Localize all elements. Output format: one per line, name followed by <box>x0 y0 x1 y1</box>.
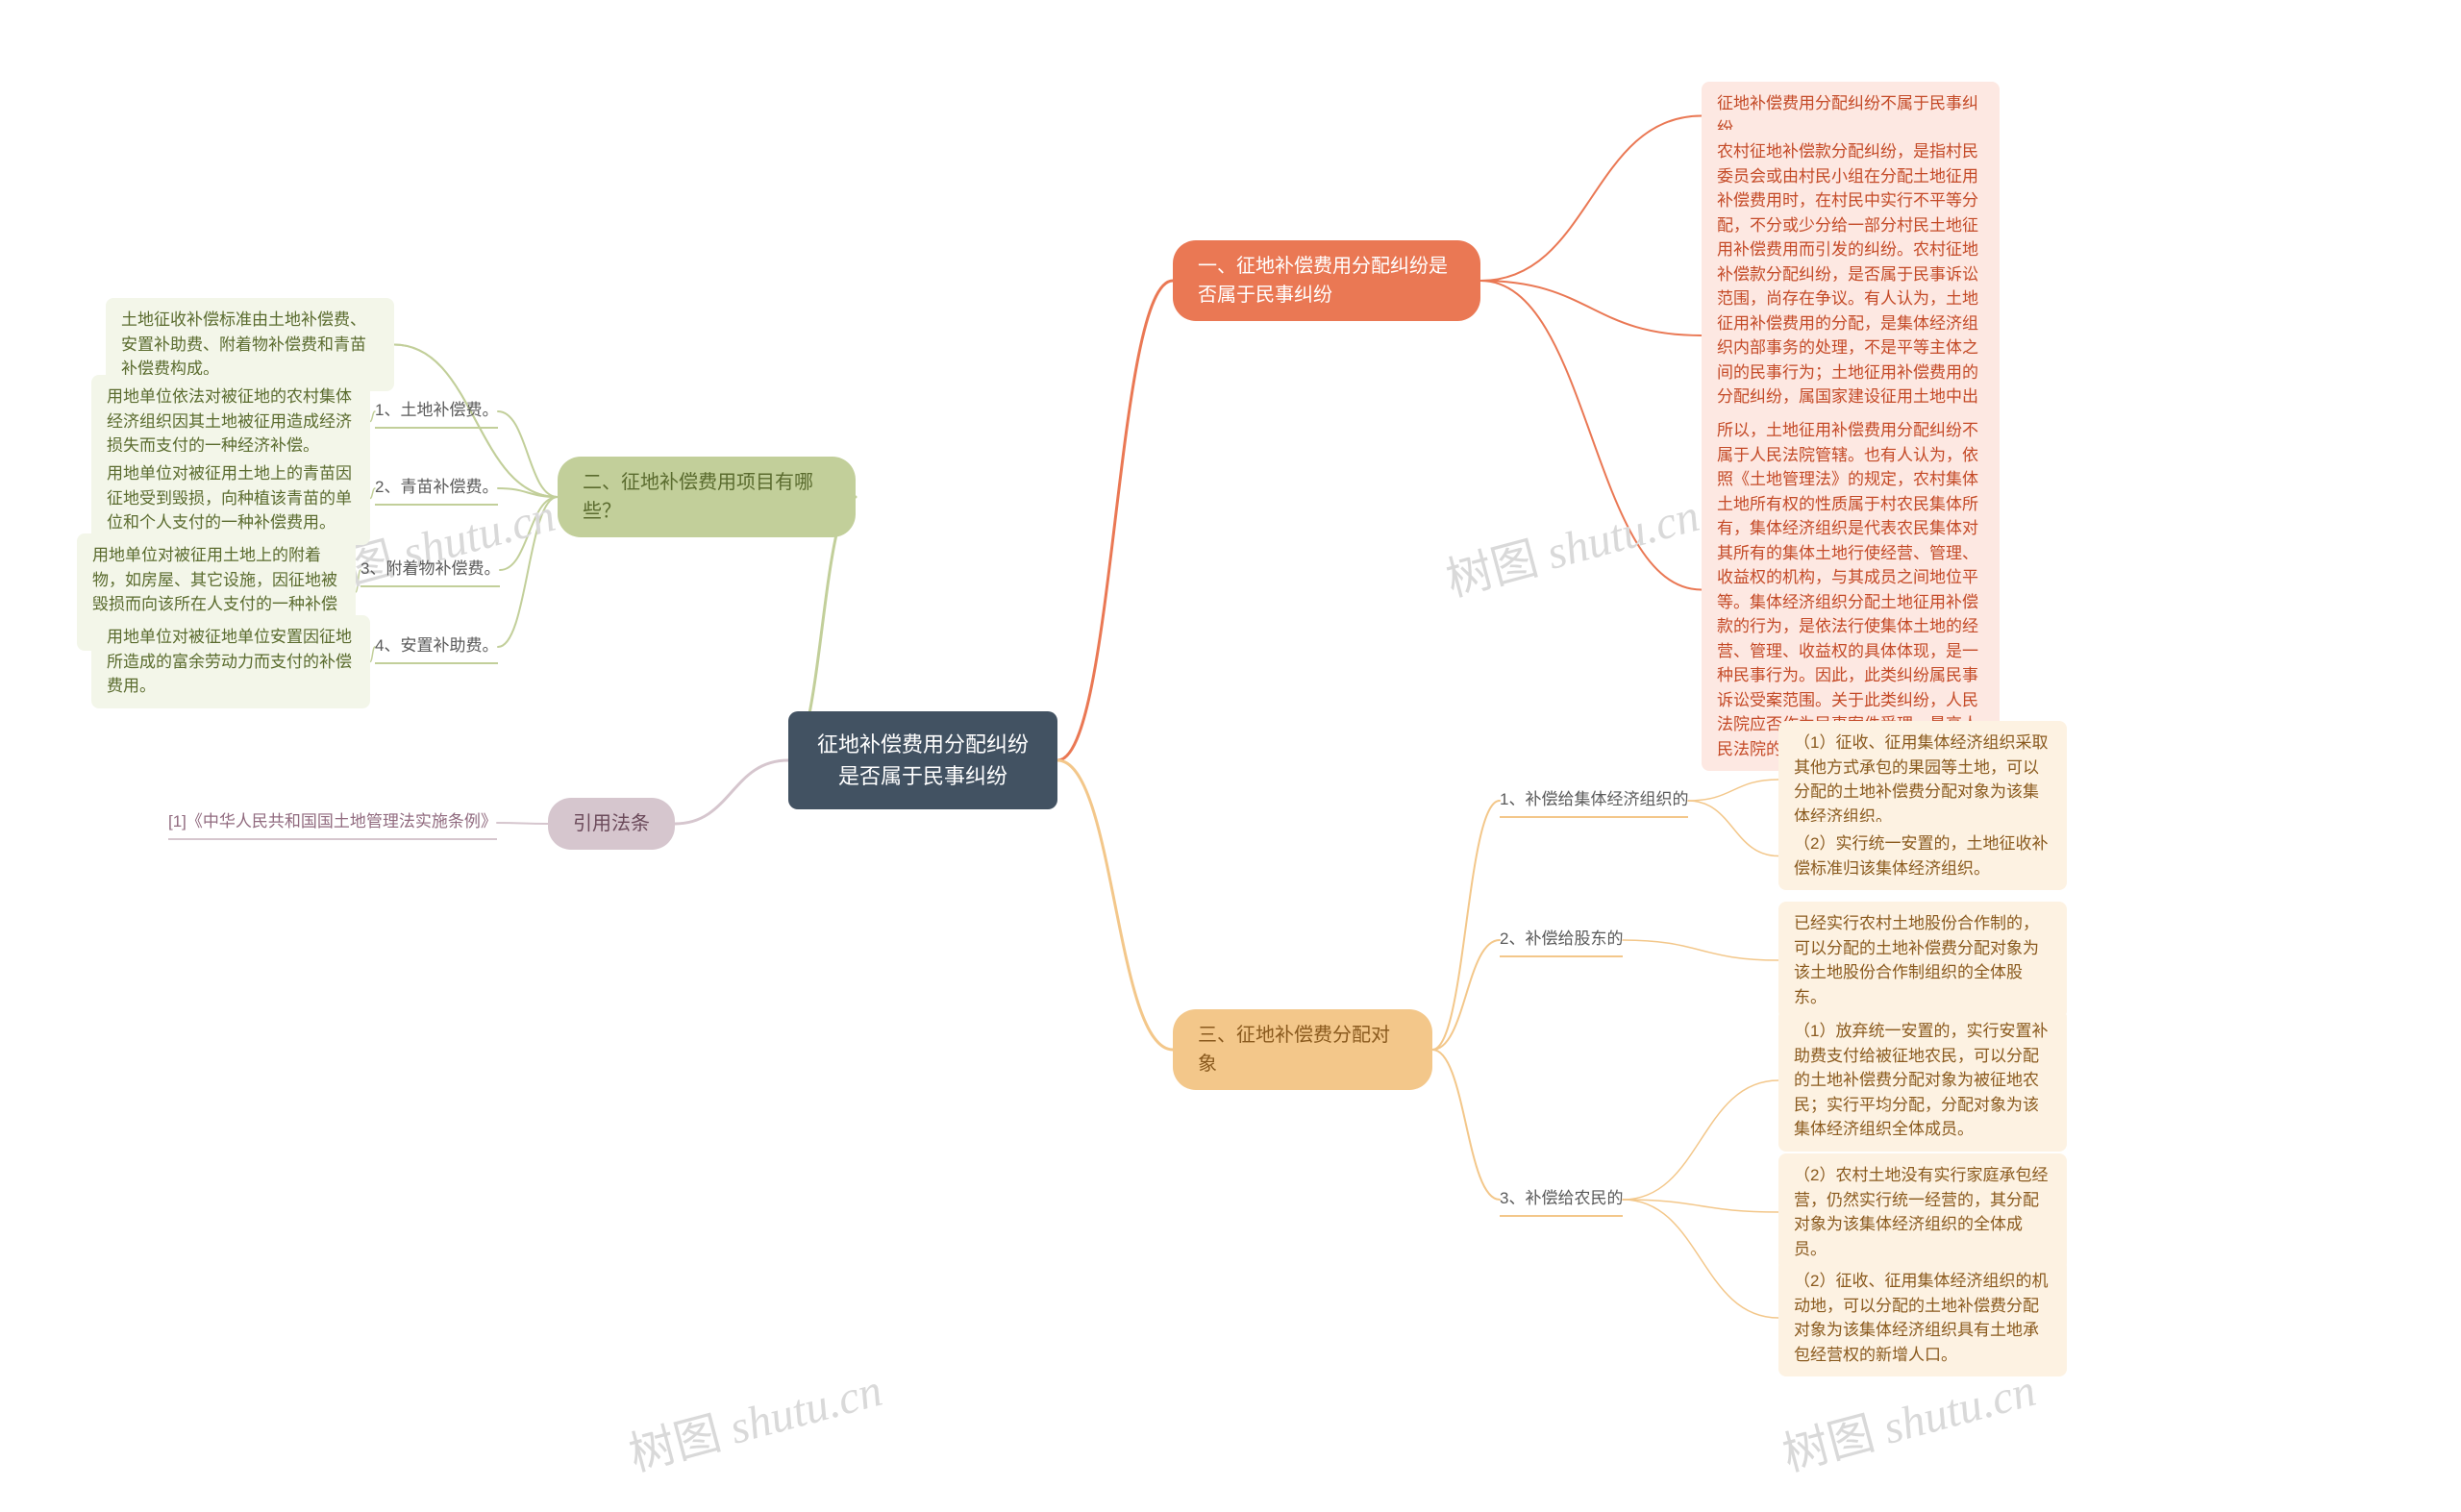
leaf-node: （2）实行统一安置的，土地征收补偿标准归该集体经济组织。 <box>1778 822 2067 890</box>
sub-node[interactable]: [1]《中华人民共和国国土地管理法实施条例》 <box>168 806 497 840</box>
sub-node[interactable]: 3、补偿给农民的 <box>1500 1182 1623 1217</box>
sub-node[interactable]: 4、安置补助费。 <box>375 630 498 664</box>
sub-node[interactable]: 1、补偿给集体经济组织的 <box>1500 783 1688 818</box>
leaf-node: （2）农村土地没有实行家庭承包经营，仍然实行统一经营的，其分配对象为该集体经济组… <box>1778 1153 2067 1271</box>
branch-node[interactable]: 二、征地补偿费用项目有哪些？ <box>558 457 856 537</box>
sub-node[interactable]: 1、土地补偿费。 <box>375 394 498 429</box>
leaf-node: 已经实行农村土地股份合作制的，可以分配的土地补偿费分配对象为该土地股份合作制组织… <box>1778 902 2067 1019</box>
branch-node[interactable]: 引用法条 <box>548 798 675 850</box>
leaf-node: 用地单位对被征用土地上的青苗因征地受到毁损，向种植该青苗的单位和个人支付的一种补… <box>91 452 370 545</box>
leaf-node: （2）征收、征用集体经济组织的机动地，可以分配的土地补偿费分配对象为该集体经济组… <box>1778 1259 2067 1376</box>
leaf-node: 用地单位对被征地单位安置因征地所造成的富余劳动力而支付的补偿费用。 <box>91 615 370 708</box>
sub-node[interactable]: 3、附着物补偿费。 <box>360 553 500 587</box>
root-node[interactable]: 征地补偿费用分配纠纷是否属于民事纠纷 <box>788 711 1057 809</box>
leaf-node: （1）征收、征用集体经济组织采取其他方式承包的果园等土地，可以分配的土地补偿费分… <box>1778 721 2067 838</box>
branch-node[interactable]: 一、征地补偿费用分配纠纷是否属于民事纠纷 <box>1173 240 1480 321</box>
sub-node[interactable]: 2、补偿给股东的 <box>1500 923 1623 957</box>
branch-node[interactable]: 三、征地补偿费分配对象 <box>1173 1009 1432 1090</box>
watermark: 树图 shutu.cn <box>621 1351 888 1483</box>
watermark: 树图 shutu.cn <box>1438 477 1705 608</box>
leaf-node: 所以，土地征用补偿费用分配纠纷不属于人民法院管辖。也有人认为，依照《土地管理法》… <box>1702 409 2000 771</box>
sub-node[interactable]: 2、青苗补偿费。 <box>375 471 498 506</box>
connector-layer <box>0 0 2461 1512</box>
leaf-node: （1）放弃统一安置的，实行安置补助费支付给被征地农民，可以分配的土地补偿费分配对… <box>1778 1009 2067 1152</box>
mindmap-canvas: 树图 shutu.cn树图 shutu.cn树图 shutu.cn树图 shut… <box>0 0 2461 1512</box>
